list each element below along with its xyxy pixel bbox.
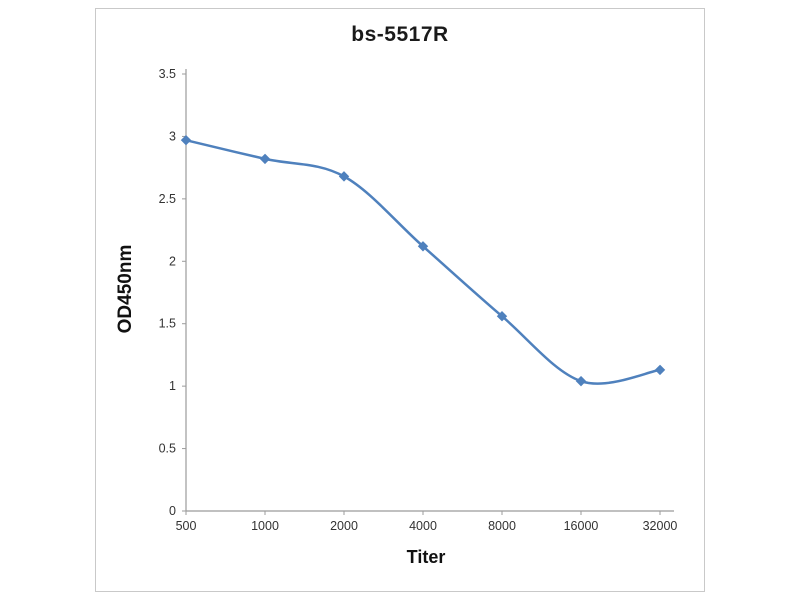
y-tick-label: 3.5: [159, 67, 176, 81]
chart-title: bs-5517R: [351, 23, 449, 46]
x-tick-label: 1000: [251, 519, 279, 533]
line-chart: 0 0.5 1 1.5 2 2.5 3 3.5 500 1000 2000 4000 8000 16000…: [159, 67, 678, 533]
y-tick-label: 2: [169, 254, 176, 268]
data-point-marker: [338, 171, 350, 182]
x-tick-label: 4000: [409, 519, 437, 533]
x-tick-label: 32000: [643, 519, 678, 533]
x-tick-label: 500: [176, 519, 197, 533]
data-point-marker: [259, 153, 271, 165]
data-point-marker: [417, 241, 429, 252]
x-tick-label: 8000: [488, 519, 516, 533]
data-point-marker: [575, 375, 587, 387]
y-tick-label: 1.5: [159, 317, 176, 331]
y-tick-label: 3: [169, 129, 176, 143]
data-point-marker: [654, 364, 666, 376]
y-tick-label: 1: [169, 379, 176, 393]
x-axis-title: Titer: [406, 547, 446, 567]
data-point-marker: [180, 134, 192, 146]
chart-panel: bs-5517R OD450nm 0 0.5 1 1.5 2 2.5 3 3.5 500 1000…: [95, 8, 705, 592]
x-tick-label: 2000: [330, 519, 358, 533]
y-tick-label: 0: [169, 504, 176, 518]
y-tick-label: 0.5: [159, 442, 176, 456]
series-line: [185, 138, 661, 385]
y-tick-label: 2.5: [159, 192, 176, 206]
data-point-marker: [496, 311, 508, 322]
x-tick-label: 16000: [564, 519, 599, 533]
